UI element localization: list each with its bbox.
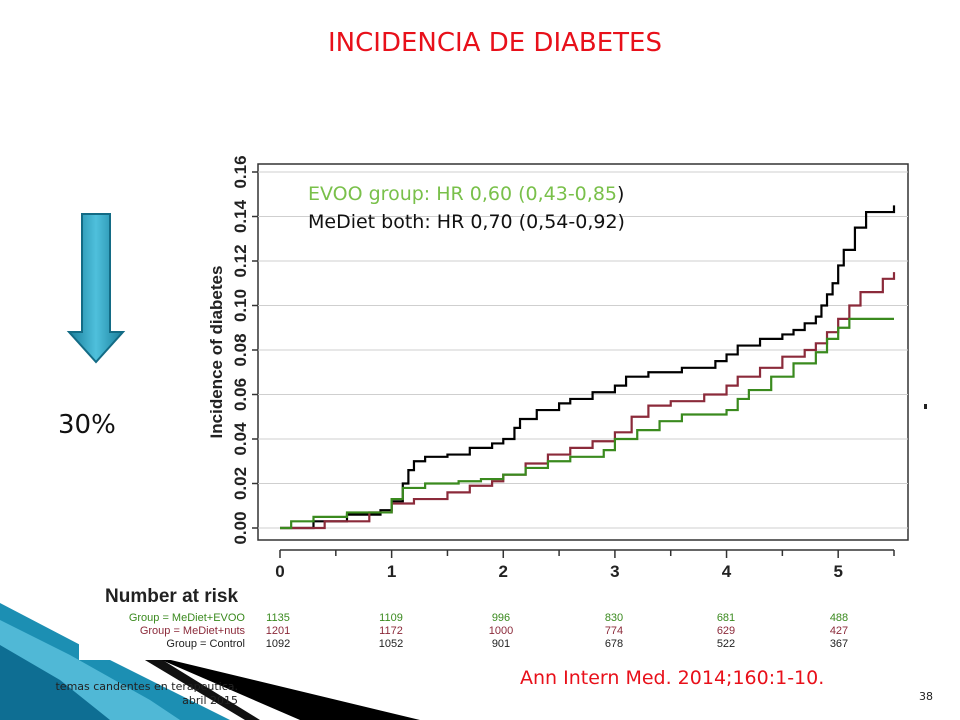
risk-cell: 1172 [379,625,403,637]
annotation-evoo-paren: ) [617,183,625,205]
risk-cell: 629 [716,625,736,637]
x-tick-label: 5 [833,562,842,581]
risk-cell: 488 [829,612,849,624]
series-line-groupcontrol [280,205,896,530]
risk-cell: 427 [829,625,849,637]
swoosh-band-deep [0,645,110,720]
footer-note: temas candentes en terapeutica. abril 20… [0,680,238,708]
risk-cell: 367 [829,638,849,650]
swoosh-wedge-black [150,655,420,720]
risk-cell: 1092 [265,638,291,650]
risk-cell: 996 [491,612,511,624]
down-arrow-icon [66,213,126,364]
annotation-evoo-text: EVOO group: HR 0,60 (0,43-0,85 [308,183,617,205]
y-tick-label: 0.10 [231,289,250,322]
y-tick-label: 0.14 [231,199,250,233]
y-tick-label: 0.08 [231,333,250,366]
risk-cell: 901 [491,638,511,650]
risk-cell: 1000 [488,625,514,637]
risk-table-title: Number at risk [105,586,239,607]
risk-cell: 1109 [379,612,403,624]
risk-cell: 830 [604,612,624,624]
kaplan-meier-chart: 0.00 0.02 0.04 0.06 0.08 0.10 0.12 0.14 0.16 Inci… [207,155,909,590]
swoosh-line-black [120,640,260,720]
risk-cell: 774 [604,625,624,637]
y-axis-label: Incidence of diabetes [207,266,226,439]
footer-line-2: abril 2015 [182,694,238,707]
series-line-groupmedietevoo [280,317,894,530]
x-tick-label: 3 [610,562,619,581]
risk-cell: 522 [716,638,736,650]
y-tick-label: 0.04 [231,422,250,456]
y-tick-label: 0.02 [231,467,250,500]
annotation-evoo-hr: EVOO group: HR 0,60 (0,43-0,85) [308,183,624,205]
citation: Ann Intern Med. 2014;160:1-10. [520,667,825,689]
x-tick-label: 4 [722,562,732,581]
x-tick-label: 2 [499,562,508,581]
risk-row-label: Group = MeDiet+EVOO [128,612,245,624]
x-tick-label: 0 [275,562,284,581]
risk-row-label: Group = Control [166,638,245,650]
x-tick-label: 1 [387,562,396,581]
risk-cell: 678 [604,638,624,650]
risk-row-label: Group = MeDiet+nuts [139,625,245,637]
page-number: 38 [919,690,933,703]
risk-cell: 1201 [265,625,291,637]
plot-frame [257,163,909,541]
reduction-percent: 30% [58,410,116,440]
annotation-mediet-hr: MeDiet both: HR 0,70 (0,54-0,92) [308,211,625,233]
y-tick-label: 0.12 [231,244,250,277]
number-at-risk-table: Number at risk Group = MeDiet+EVOO 1135 11… [79,580,919,660]
y-tick-label: 0.06 [231,378,250,411]
y-tick-label: 0.16 [231,155,250,188]
risk-cell: 1135 [266,612,290,624]
risk-cell: 681 [716,612,736,624]
series-line-groupmedietnuts [280,272,896,530]
footer-line-1: temas candentes en terapeutica. [55,680,238,693]
stray-dot [924,404,927,409]
slide-title: INCIDENCIA DE DIABETES [328,28,662,58]
y-tick-label: 0.00 [231,511,250,544]
risk-cell: 1052 [378,638,404,650]
